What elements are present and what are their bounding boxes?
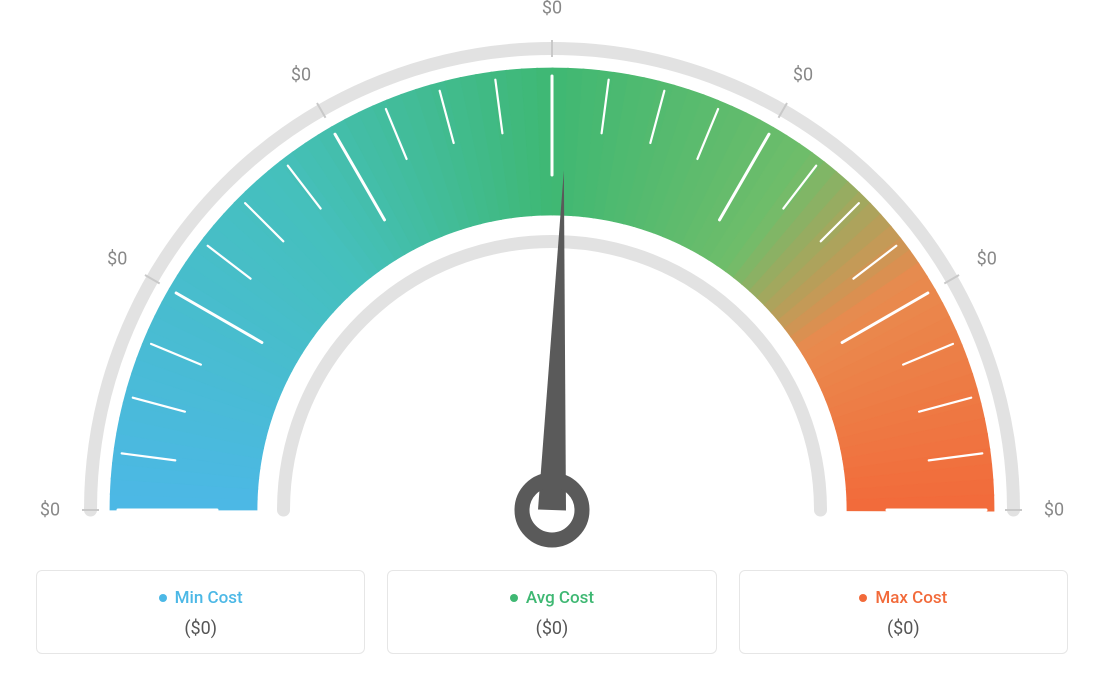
gauge-tick-label: $0 xyxy=(291,65,311,86)
legend-title-min: Min Cost xyxy=(159,588,243,608)
legend-value: ($0) xyxy=(398,618,705,639)
legend-card-max: Max Cost ($0) xyxy=(739,570,1068,654)
legend-value: ($0) xyxy=(47,618,354,639)
legend-value: ($0) xyxy=(750,618,1057,639)
legend-card-avg: Avg Cost ($0) xyxy=(387,570,716,654)
gauge-svg xyxy=(0,0,1104,560)
dot-icon xyxy=(859,594,867,602)
dot-icon xyxy=(510,594,518,602)
gauge-tick-label: $0 xyxy=(1044,500,1064,521)
legend-title-max: Max Cost xyxy=(859,588,947,608)
legend-title-avg: Avg Cost xyxy=(510,588,594,608)
gauge-chart: $0 $0 $0 $0 $0 $0 $0 xyxy=(0,0,1104,560)
gauge-tick-label: $0 xyxy=(542,0,562,19)
gauge-tick-label: $0 xyxy=(793,65,813,86)
gauge-tick-label: $0 xyxy=(977,249,997,270)
gauge-tick-label: $0 xyxy=(40,500,60,521)
legend-row: Min Cost ($0) Avg Cost ($0) Max Cost ($0… xyxy=(36,570,1068,654)
dot-icon xyxy=(159,594,167,602)
legend-label: Min Cost xyxy=(175,588,243,608)
gauge-tick-label: $0 xyxy=(107,249,127,270)
legend-label: Avg Cost xyxy=(526,588,594,608)
legend-label: Max Cost xyxy=(875,588,947,608)
legend-card-min: Min Cost ($0) xyxy=(36,570,365,654)
